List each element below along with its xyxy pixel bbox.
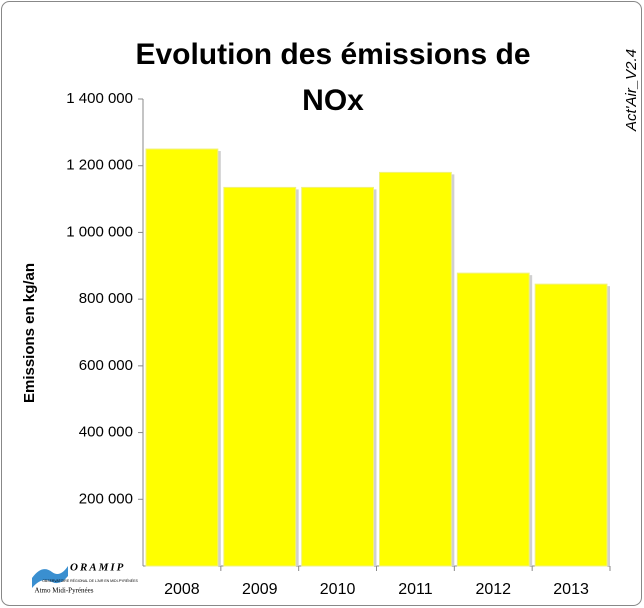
x-tick-label: 2008 xyxy=(164,581,200,598)
y-tick-label: 1 200 000 xyxy=(66,157,133,174)
y-tick-label: 1 000 000 xyxy=(66,223,133,240)
logo-icon xyxy=(32,566,68,588)
logo-name: ORAMIP xyxy=(70,562,125,574)
x-tick-label: 2010 xyxy=(320,581,356,598)
bar xyxy=(534,283,608,567)
bar xyxy=(223,186,297,567)
logo-subtitle: OBSERVATOIRE RÉGIONAL DE L'AIR EN MIDI-P… xyxy=(42,578,138,583)
y-tick-label: 800 000 xyxy=(79,290,133,307)
version-label: Act'Air_V2.4 xyxy=(623,49,640,132)
chart-title: Evolution des émissions de NOx xyxy=(135,38,531,117)
x-tick-label: 2011 xyxy=(398,581,433,598)
y-axis-label: Emissions en kg/an xyxy=(21,263,38,403)
x-tick-label: 2009 xyxy=(242,581,278,598)
y-tick-label: 200 000 xyxy=(79,490,133,507)
y-tick-label: 1 400 000 xyxy=(66,90,133,107)
logo-caption: Atmo Midi-Pyrénées xyxy=(35,587,94,595)
y-tick-label: 600 000 xyxy=(79,357,133,374)
bar xyxy=(456,272,530,567)
x-tick-label: 2013 xyxy=(553,581,589,598)
bar xyxy=(379,171,452,567)
bar xyxy=(301,186,374,567)
y-tick-label: 400 000 xyxy=(79,424,133,441)
x-tick-label: 2012 xyxy=(475,581,511,598)
bar xyxy=(145,148,219,567)
